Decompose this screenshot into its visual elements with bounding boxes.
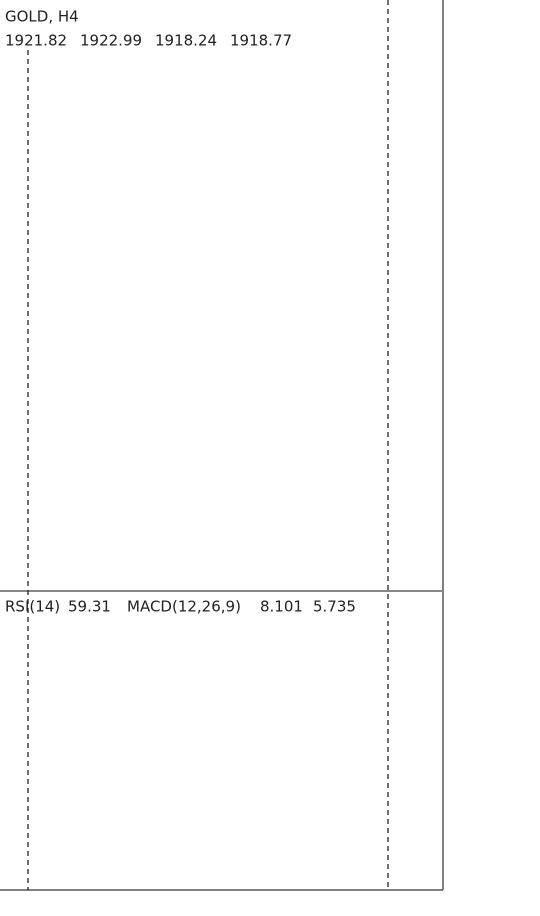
text-layer: GOLD, H4 1921.82 1922.99 1918.24 1918.77… — [5, 8, 356, 616]
rsi-label: RSI(14) — [5, 598, 60, 616]
ohlc-high: 1922.99 — [80, 32, 142, 50]
rsi-value: 59.31 — [68, 598, 111, 616]
macd-value: 8.101 — [260, 598, 303, 616]
ohlc-open: 1921.82 — [5, 32, 67, 50]
ohlc-low: 1918.24 — [155, 32, 217, 50]
chart-title: GOLD, H4 — [5, 8, 79, 26]
signal-value: 5.735 — [313, 598, 356, 616]
ohlc-close: 1918.77 — [230, 32, 292, 50]
macd-label: MACD(12,26,9) — [127, 598, 241, 616]
